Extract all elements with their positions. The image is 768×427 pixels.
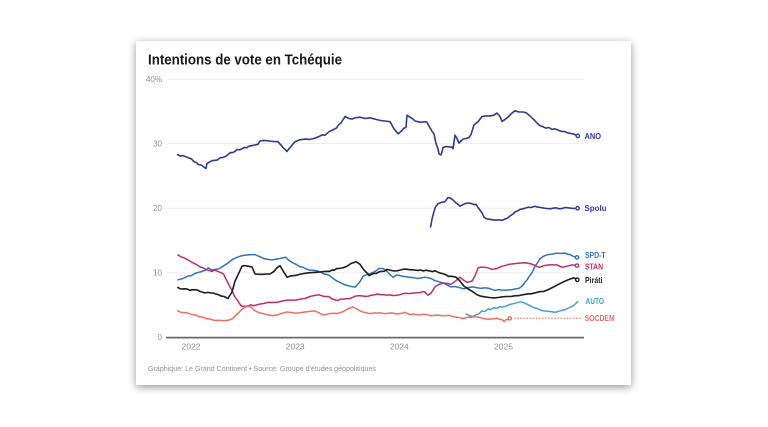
svg-text:0: 0	[158, 333, 163, 342]
svg-text:10: 10	[153, 269, 162, 278]
svg-text:Piráti: Piráti	[585, 276, 603, 285]
svg-text:40%: 40%	[146, 75, 162, 84]
svg-text:SOCDEM: SOCDEM	[585, 314, 615, 323]
svg-text:STAN: STAN	[585, 262, 603, 271]
svg-text:Intentions de vote en Tchéquie: Intentions de vote en Tchéquie	[148, 52, 342, 69]
svg-text:2022: 2022	[182, 342, 201, 352]
svg-text:2024: 2024	[390, 342, 409, 352]
svg-text:20: 20	[153, 204, 162, 213]
svg-text:2025: 2025	[494, 342, 513, 352]
svg-text:AUTO: AUTO	[586, 297, 605, 306]
svg-text:ANO: ANO	[585, 132, 602, 141]
svg-text:2023: 2023	[286, 342, 305, 352]
svg-text:SPD-T: SPD-T	[585, 251, 606, 260]
svg-text:Spolu: Spolu	[585, 204, 607, 213]
svg-text:30: 30	[153, 140, 162, 149]
svg-text:Graphique: Le Grand Continent: Graphique: Le Grand Continent • Source: …	[148, 366, 377, 373]
